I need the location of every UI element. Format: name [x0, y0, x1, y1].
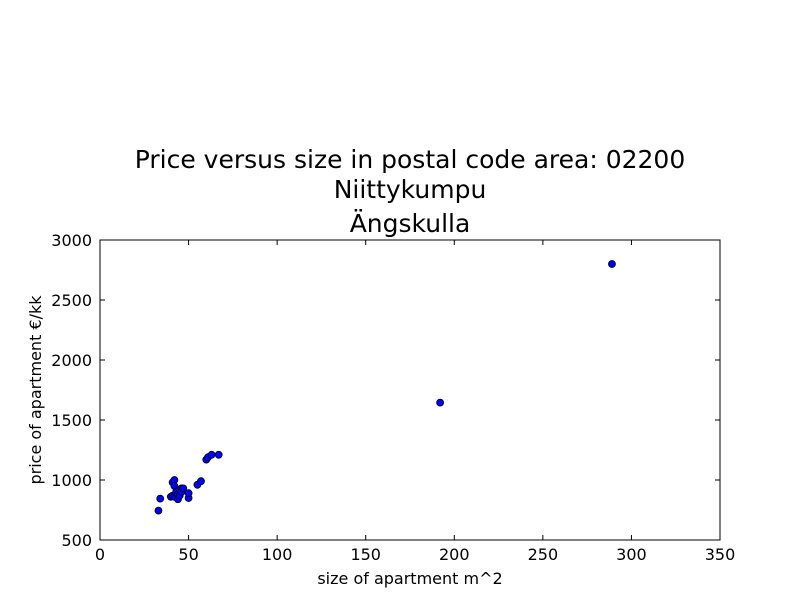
chart-title-line-2: Niittykumpu — [333, 175, 487, 204]
x-tick-label: 50 — [178, 545, 198, 564]
y-tick-label: 500 — [61, 531, 92, 550]
x-tick-label: 200 — [439, 545, 470, 564]
data-point — [179, 484, 188, 493]
y-axis-label: price of apartment €/kk — [26, 295, 45, 485]
plot-frame — [99, 239, 721, 541]
chart-title-line-1: Price versus size in postal code area: 0… — [134, 145, 686, 174]
data-point — [214, 450, 223, 459]
y-tick-label: 2500 — [51, 291, 92, 310]
data-point — [207, 450, 216, 459]
x-tick-label: 250 — [528, 545, 559, 564]
data-point — [156, 494, 165, 503]
y-tick-label: 2000 — [51, 351, 92, 370]
data-point — [154, 506, 163, 515]
x-tick-label: 350 — [705, 545, 736, 564]
y-tick-label: 1500 — [51, 411, 92, 430]
x-tick-label: 0 — [95, 545, 105, 564]
x-axis-label: size of apartment m^2 — [317, 569, 502, 588]
data-point — [608, 260, 616, 268]
x-tick-label: 150 — [350, 545, 381, 564]
x-tick-label: 300 — [616, 545, 647, 564]
data-point — [184, 489, 193, 498]
y-tick-label: 3000 — [51, 231, 92, 250]
axis-ticks: 0 50 100 150 200 250 300 350 500 1000 1500 2000 2500… — [51, 231, 735, 564]
y-tick-label: 1000 — [51, 471, 92, 490]
chart-title-line-3: Ängskulla — [349, 209, 471, 238]
data-point — [436, 398, 445, 407]
data-point — [197, 477, 205, 486]
data-points — [154, 260, 616, 515]
x-tick-label: 100 — [262, 545, 293, 564]
